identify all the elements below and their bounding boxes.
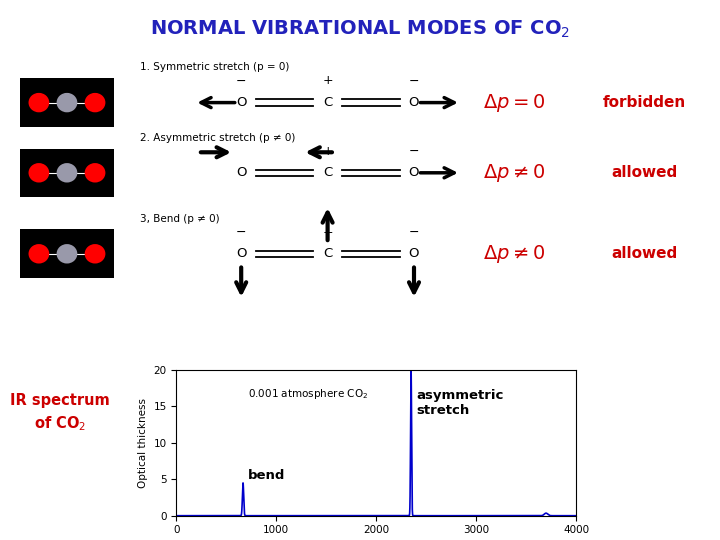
Ellipse shape bbox=[85, 93, 105, 112]
Text: allowed: allowed bbox=[611, 165, 678, 180]
Text: forbidden: forbidden bbox=[603, 95, 686, 110]
Text: $\Delta p \neq 0$: $\Delta p \neq 0$ bbox=[484, 162, 546, 184]
Text: IR spectrum
of CO$_2$: IR spectrum of CO$_2$ bbox=[10, 393, 109, 434]
Ellipse shape bbox=[57, 244, 77, 264]
Text: 0.001 atmosphere CO$_2$: 0.001 atmosphere CO$_2$ bbox=[248, 387, 369, 401]
Ellipse shape bbox=[57, 163, 77, 183]
Text: $\Delta p = 0$: $\Delta p = 0$ bbox=[484, 92, 546, 113]
Bar bbox=[20, 230, 114, 278]
Text: NORMAL VIBRATIONAL MODES OF CO$_2$: NORMAL VIBRATIONAL MODES OF CO$_2$ bbox=[150, 19, 570, 40]
Bar bbox=[20, 148, 114, 197]
Text: −: − bbox=[409, 226, 419, 239]
Text: −: − bbox=[236, 226, 246, 239]
Ellipse shape bbox=[57, 93, 77, 112]
Text: −: − bbox=[236, 75, 246, 87]
Ellipse shape bbox=[29, 163, 49, 183]
Text: −: − bbox=[409, 145, 419, 158]
Text: 3, Bend (p ≠ 0): 3, Bend (p ≠ 0) bbox=[140, 214, 220, 224]
Text: asymmetric
stretch: asymmetric stretch bbox=[416, 389, 503, 417]
Text: O: O bbox=[236, 166, 246, 179]
Y-axis label: Optical thickness: Optical thickness bbox=[138, 398, 148, 488]
Text: O: O bbox=[409, 166, 419, 179]
Ellipse shape bbox=[29, 93, 49, 112]
Text: 2. Asymmetric stretch (p ≠ 0): 2. Asymmetric stretch (p ≠ 0) bbox=[140, 133, 296, 143]
Text: $\Delta p \neq 0$: $\Delta p \neq 0$ bbox=[484, 243, 546, 265]
Text: C: C bbox=[323, 96, 332, 109]
Ellipse shape bbox=[85, 244, 105, 264]
Text: allowed: allowed bbox=[611, 246, 678, 261]
Ellipse shape bbox=[85, 163, 105, 183]
Text: +: + bbox=[323, 226, 333, 239]
Bar bbox=[20, 78, 114, 127]
Text: C: C bbox=[323, 166, 332, 179]
Text: −: − bbox=[409, 75, 419, 87]
Text: 1. Symmetric stretch (p = 0): 1. Symmetric stretch (p = 0) bbox=[140, 63, 289, 72]
Text: +: + bbox=[323, 145, 333, 158]
Text: O: O bbox=[409, 247, 419, 260]
Ellipse shape bbox=[29, 244, 49, 264]
Text: +: + bbox=[323, 75, 333, 87]
Text: O: O bbox=[236, 247, 246, 260]
Text: O: O bbox=[409, 96, 419, 109]
Text: O: O bbox=[236, 96, 246, 109]
Text: C: C bbox=[323, 247, 332, 260]
Text: bend: bend bbox=[248, 469, 285, 482]
